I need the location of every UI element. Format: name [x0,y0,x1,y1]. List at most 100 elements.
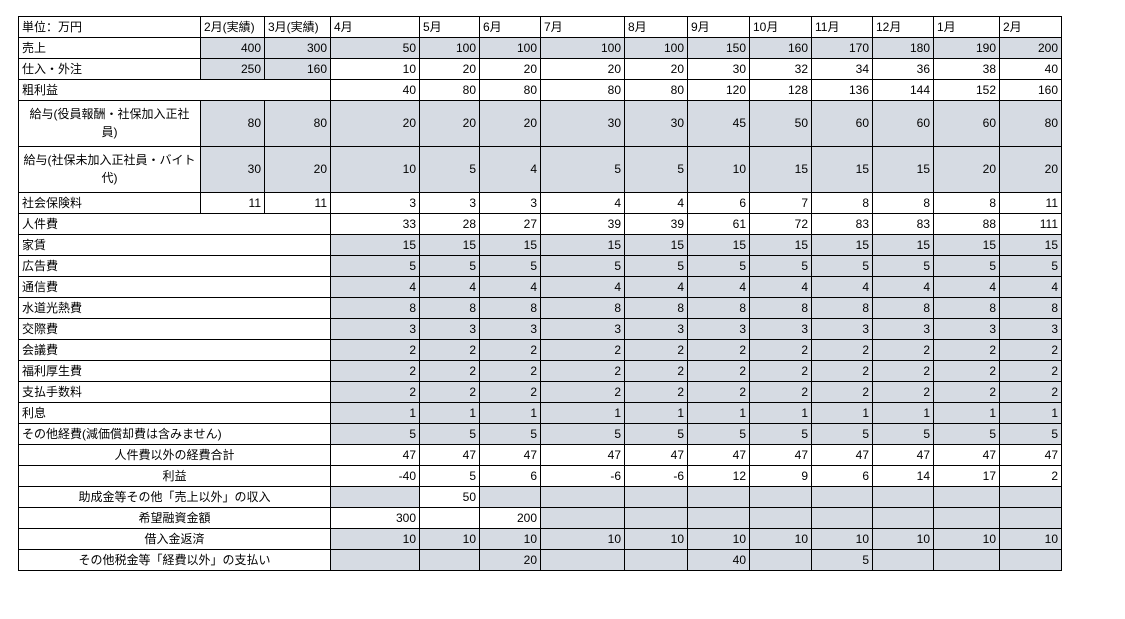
value-cell[interactable]: 1 [687,402,750,424]
value-cell[interactable]: 3 [749,318,812,340]
value-cell[interactable]: 5 [540,146,625,193]
value-cell[interactable]: 28 [419,213,480,235]
value-cell[interactable]: 10 [540,528,625,550]
value-cell[interactable]: 80 [479,79,541,101]
value-cell[interactable]: 80 [200,100,265,147]
row-label[interactable]: 希望融資金額 [18,507,331,529]
unit-label-cell[interactable]: 単位：万円 [18,16,201,38]
value-cell[interactable]: 10 [933,528,1000,550]
value-cell[interactable] [540,507,625,529]
value-cell[interactable]: 8 [624,297,688,319]
value-cell[interactable]: 17 [933,465,1000,487]
value-cell[interactable]: 3 [687,318,750,340]
value-cell[interactable]: 47 [933,444,1000,466]
value-cell[interactable]: 5 [419,465,480,487]
value-cell[interactable]: 10 [687,528,750,550]
value-cell[interactable]: 250 [200,58,265,80]
value-cell[interactable]: 10 [749,528,812,550]
value-cell[interactable] [811,507,873,529]
value-cell[interactable]: 1 [933,402,1000,424]
value-cell[interactable]: 6 [687,192,750,214]
value-cell[interactable]: 3 [540,318,625,340]
value-cell[interactable]: 80 [624,79,688,101]
value-cell[interactable] [687,486,750,508]
value-cell[interactable]: 5 [811,549,873,571]
value-cell[interactable]: 2 [687,360,750,382]
value-cell[interactable]: 45 [687,100,750,147]
value-cell[interactable]: 2 [749,360,812,382]
value-cell[interactable]: 2 [872,360,934,382]
value-cell[interactable]: 2 [540,381,625,403]
value-cell[interactable]: 5 [687,423,750,445]
value-cell[interactable]: 15 [749,234,812,256]
value-cell[interactable]: 6 [811,465,873,487]
value-cell[interactable]: 34 [811,58,873,80]
value-cell[interactable] [330,549,420,571]
value-cell[interactable]: 3 [811,318,873,340]
value-cell[interactable]: 3 [479,318,541,340]
column-header-7[interactable]: 8月 [624,16,688,38]
value-cell[interactable] [749,507,812,529]
value-cell[interactable]: 20 [540,58,625,80]
row-label[interactable]: 会議費 [18,339,331,361]
value-cell[interactable]: 5 [687,255,750,277]
value-cell[interactable]: 4 [540,192,625,214]
value-cell[interactable]: 160 [999,79,1062,101]
column-header-3[interactable]: 4月 [330,16,420,38]
value-cell[interactable]: 8 [479,297,541,319]
value-cell[interactable]: 3 [999,318,1062,340]
value-cell[interactable]: 4 [811,276,873,298]
value-cell[interactable]: 12 [687,465,750,487]
value-cell[interactable]: 10 [330,58,420,80]
value-cell[interactable]: 20 [999,146,1062,193]
value-cell[interactable]: 128 [749,79,812,101]
value-cell[interactable]: 8 [933,297,1000,319]
value-cell[interactable]: 2 [933,339,1000,361]
value-cell[interactable]: 40 [687,549,750,571]
value-cell[interactable]: 4 [479,146,541,193]
row-label[interactable]: 水道光熱費 [18,297,331,319]
value-cell[interactable]: 20 [479,100,541,147]
value-cell[interactable]: 2 [330,381,420,403]
row-label[interactable]: 広告費 [18,255,331,277]
value-cell[interactable]: 61 [687,213,750,235]
value-cell[interactable]: 80 [999,100,1062,147]
value-cell[interactable]: 4 [540,276,625,298]
value-cell[interactable]: 11 [200,192,265,214]
value-cell[interactable]: 200 [999,37,1062,59]
value-cell[interactable]: 15 [479,234,541,256]
value-cell[interactable]: 300 [330,507,420,529]
value-cell[interactable]: 50 [330,37,420,59]
value-cell[interactable]: 2 [999,381,1062,403]
value-cell[interactable]: 10 [872,528,934,550]
value-cell[interactable]: 2 [419,339,480,361]
value-cell[interactable]: 15 [687,234,750,256]
value-cell[interactable]: 4 [872,276,934,298]
value-cell[interactable]: 80 [540,79,625,101]
value-cell[interactable]: 15 [330,234,420,256]
value-cell[interactable]: 10 [624,528,688,550]
value-cell[interactable]: 4 [624,192,688,214]
value-cell[interactable]: 8 [872,192,934,214]
value-cell[interactable]: 100 [479,37,541,59]
row-label[interactable]: 借入金返済 [18,528,331,550]
value-cell[interactable]: 8 [330,297,420,319]
row-label[interactable]: 通信費 [18,276,331,298]
row-label[interactable]: 福利厚生費 [18,360,331,382]
value-cell[interactable] [999,507,1062,529]
value-cell[interactable]: 5 [540,423,625,445]
value-cell[interactable]: 10 [811,528,873,550]
value-cell[interactable]: 15 [811,146,873,193]
value-cell[interactable]: 20 [419,58,480,80]
value-cell[interactable]: 5 [811,423,873,445]
column-header-11[interactable]: 12月 [872,16,934,38]
value-cell[interactable]: 5 [419,146,480,193]
value-cell[interactable]: 2 [687,339,750,361]
value-cell[interactable]: 60 [811,100,873,147]
value-cell[interactable]: -6 [540,465,625,487]
column-header-10[interactable]: 11月 [811,16,873,38]
value-cell[interactable]: 3 [330,318,420,340]
value-cell[interactable] [540,549,625,571]
value-cell[interactable]: 4 [624,276,688,298]
value-cell[interactable]: 2 [999,360,1062,382]
